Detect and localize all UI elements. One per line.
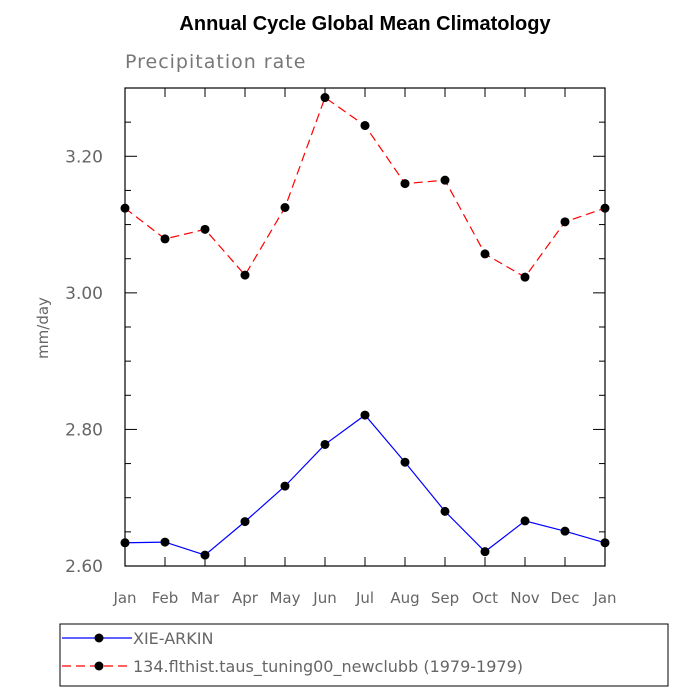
- legend-label-xie-arkin: XIE-ARKIN: [133, 629, 213, 648]
- x-tick-label: Jan: [112, 589, 136, 607]
- x-tick-label: Jan: [592, 589, 616, 607]
- legend-entry-xie-arkin: XIE-ARKIN: [62, 629, 213, 648]
- data-point: [600, 203, 610, 213]
- data-point: [520, 516, 530, 526]
- data-point: [240, 517, 250, 527]
- data-point: [360, 410, 370, 420]
- data-point: [480, 249, 490, 259]
- y-tick-labels: 2.60 2.80 3.00 3.20: [65, 147, 103, 577]
- x-tick-label: Oct: [472, 589, 498, 607]
- data-point: [520, 272, 530, 282]
- data-point: [560, 217, 570, 227]
- data-point: [400, 179, 410, 189]
- legend-marker-xie-arkin: [94, 633, 104, 643]
- x-tick-label: Sep: [431, 589, 459, 607]
- data-point: [440, 506, 450, 516]
- data-point: [120, 203, 130, 213]
- y-tick-label: 3.00: [65, 284, 103, 304]
- x-tick-labels: Jan Feb Mar Apr May Jun Jul Aug Sep Oct Nov Dec Jan: [112, 589, 616, 607]
- y-tick-label: 2.60: [65, 557, 103, 577]
- data-point: [600, 538, 610, 548]
- x-tick-label: Jun: [312, 589, 336, 607]
- legend-marker-model: [94, 661, 104, 671]
- data-point: [280, 203, 290, 212]
- y-tick-label: 3.20: [65, 147, 103, 167]
- x-tick-label: Apr: [232, 589, 259, 607]
- legend-label-model: 134.flthist.taus_tuning00_newclubb (1979…: [133, 657, 523, 677]
- axis-ticks: [124, 88, 606, 567]
- series-line-0: [124, 414, 606, 556]
- data-point: [280, 481, 290, 491]
- data-point: [320, 93, 330, 103]
- data-point: [480, 547, 490, 557]
- data-point: [240, 270, 250, 280]
- y-axis-label: mm/day: [34, 297, 52, 359]
- data-point: [320, 439, 330, 449]
- data-point: [200, 550, 210, 560]
- series-layer: [120, 93, 610, 560]
- data-point: [200, 224, 210, 234]
- x-tick-label: May: [269, 589, 300, 607]
- data-point: [160, 537, 170, 547]
- data-point: [400, 457, 410, 467]
- x-tick-label: Feb: [152, 589, 179, 607]
- x-tick-label: Nov: [510, 589, 539, 607]
- plot-frame: [124, 87, 606, 567]
- x-tick-label: Mar: [191, 589, 220, 607]
- x-tick-label: Aug: [390, 589, 419, 607]
- data-point: [560, 526, 570, 536]
- data-point: [120, 538, 130, 548]
- legend-box: [59, 623, 669, 687]
- x-tick-label: Jul: [355, 589, 374, 607]
- data-point: [160, 234, 170, 244]
- data-point: [440, 175, 450, 185]
- x-tick-label: Dec: [550, 589, 579, 607]
- chart-subtitle: Precipitation rate: [125, 51, 306, 73]
- legend-entry-model: 134.flthist.taus_tuning00_newclubb (1979…: [62, 657, 523, 677]
- y-tick-label: 2.80: [65, 420, 103, 440]
- chart-title: Annual Cycle Global Mean Climatology: [179, 13, 551, 35]
- data-point: [360, 121, 370, 131]
